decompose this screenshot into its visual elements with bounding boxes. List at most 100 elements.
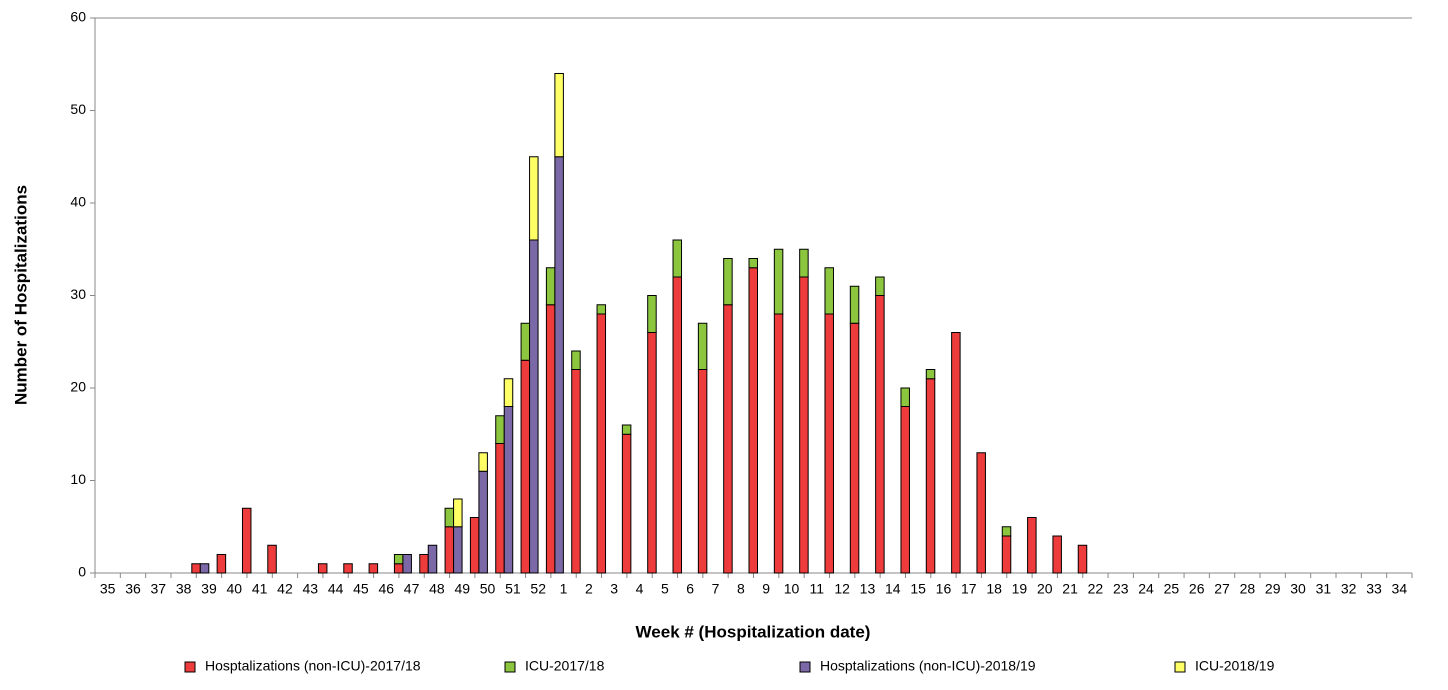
bar bbox=[503, 406, 514, 574]
x-tick-label: 9 bbox=[762, 581, 770, 597]
y-tick-label: 10 bbox=[70, 471, 86, 487]
bar bbox=[343, 563, 353, 574]
bar bbox=[697, 369, 708, 574]
bar bbox=[520, 359, 531, 574]
legend-label: Hosptalizations (non-ICU)-2018/19 bbox=[820, 658, 1036, 674]
bar bbox=[545, 304, 556, 574]
legend-label: ICU-2018/19 bbox=[1195, 658, 1275, 674]
x-tick-label: 43 bbox=[302, 581, 318, 597]
y-tick-label: 40 bbox=[70, 194, 86, 210]
x-tick-label: 12 bbox=[834, 581, 850, 597]
x-tick-label: 19 bbox=[1012, 581, 1028, 597]
x-tick-label: 5 bbox=[661, 581, 669, 597]
bar bbox=[393, 554, 404, 565]
bar bbox=[925, 378, 936, 574]
x-tick-label: 50 bbox=[480, 581, 496, 597]
bar bbox=[453, 526, 463, 574]
x-tick-label: 49 bbox=[454, 581, 470, 597]
bar bbox=[799, 248, 809, 278]
bar bbox=[1001, 526, 1012, 537]
legend-swatch bbox=[1174, 661, 1186, 673]
x-tick-label: 15 bbox=[910, 581, 926, 597]
x-tick-label: 45 bbox=[353, 581, 369, 597]
x-tick-label: 48 bbox=[429, 581, 445, 597]
bar bbox=[951, 332, 961, 574]
bar bbox=[1077, 544, 1088, 574]
bar bbox=[478, 452, 488, 472]
x-tick-label: 25 bbox=[1164, 581, 1180, 597]
x-tick-label: 36 bbox=[125, 581, 141, 597]
bar bbox=[697, 322, 708, 370]
x-tick-label: 24 bbox=[1138, 581, 1154, 597]
x-tick-label: 6 bbox=[686, 581, 694, 597]
bar bbox=[824, 313, 834, 574]
x-axis-title: Week # (Hospitalization date) bbox=[636, 622, 871, 641]
x-tick-label: 14 bbox=[885, 581, 901, 597]
x-tick-label: 23 bbox=[1113, 581, 1129, 597]
bar bbox=[799, 276, 809, 574]
bar bbox=[773, 313, 784, 574]
bar bbox=[444, 507, 455, 528]
x-tick-label: 4 bbox=[636, 581, 644, 597]
bar bbox=[571, 369, 581, 574]
x-tick-label: 42 bbox=[277, 581, 293, 597]
x-tick-label: 21 bbox=[1062, 581, 1078, 597]
bar bbox=[495, 443, 505, 574]
bar bbox=[647, 295, 657, 333]
bar bbox=[596, 313, 607, 574]
bar bbox=[545, 267, 556, 306]
x-tick-label: 28 bbox=[1240, 581, 1256, 597]
x-tick-label: 32 bbox=[1341, 581, 1357, 597]
bar bbox=[444, 526, 455, 574]
bar bbox=[402, 554, 412, 574]
bar bbox=[393, 563, 404, 574]
bar bbox=[554, 156, 564, 574]
x-tick-label: 35 bbox=[100, 581, 116, 597]
bar bbox=[621, 433, 632, 574]
x-tick-label: 17 bbox=[961, 581, 977, 597]
bar bbox=[925, 369, 936, 380]
x-tick-label: 31 bbox=[1316, 581, 1332, 597]
bar bbox=[216, 554, 227, 574]
y-axis-title: Number of Hospitalizations bbox=[11, 185, 30, 405]
x-tick-label: 38 bbox=[176, 581, 192, 597]
x-tick-label: 37 bbox=[151, 581, 167, 597]
y-tick-label: 0 bbox=[78, 564, 86, 580]
bar bbox=[723, 258, 733, 306]
bar bbox=[469, 517, 480, 574]
bar bbox=[672, 276, 683, 574]
bar bbox=[875, 295, 885, 574]
legend-swatch bbox=[504, 661, 516, 673]
bar bbox=[900, 406, 910, 574]
bar bbox=[529, 239, 539, 574]
bar bbox=[478, 470, 488, 574]
legend-swatch bbox=[184, 661, 196, 673]
bar bbox=[554, 73, 564, 158]
x-tick-label: 20 bbox=[1037, 581, 1053, 597]
x-tick-label: 41 bbox=[252, 581, 268, 597]
bar bbox=[773, 248, 784, 315]
bar bbox=[199, 563, 210, 574]
y-tick-label: 60 bbox=[70, 9, 86, 25]
bar bbox=[453, 498, 463, 528]
bar bbox=[621, 424, 632, 435]
bar bbox=[520, 322, 531, 361]
bar bbox=[1027, 517, 1037, 574]
bar bbox=[191, 563, 201, 574]
x-tick-label: 47 bbox=[404, 581, 420, 597]
bar bbox=[1052, 535, 1062, 574]
x-tick-label: 11 bbox=[810, 581, 825, 597]
bar bbox=[596, 304, 607, 315]
y-tick-label: 30 bbox=[70, 286, 86, 302]
x-tick-label: 34 bbox=[1392, 581, 1408, 597]
y-tick-label: 50 bbox=[70, 101, 86, 117]
bar bbox=[976, 452, 986, 574]
x-tick-label: 16 bbox=[936, 581, 952, 597]
bar bbox=[849, 322, 860, 574]
x-tick-label: 26 bbox=[1189, 581, 1205, 597]
bar bbox=[723, 304, 733, 574]
x-tick-label: 10 bbox=[784, 581, 800, 597]
bar bbox=[748, 267, 758, 574]
x-tick-label: 52 bbox=[530, 581, 546, 597]
legend-label: ICU-2017/18 bbox=[525, 658, 605, 674]
